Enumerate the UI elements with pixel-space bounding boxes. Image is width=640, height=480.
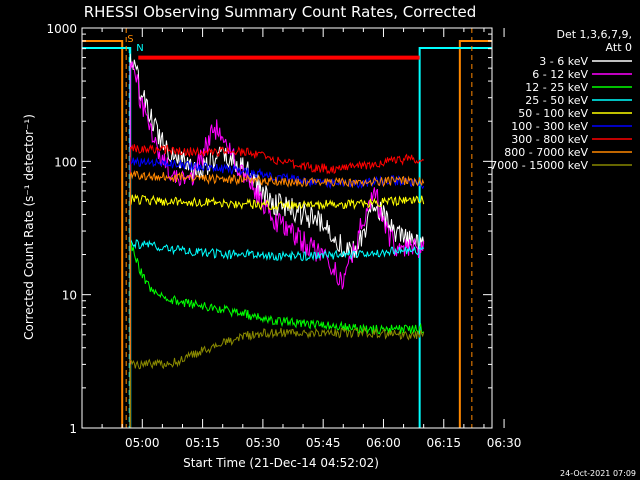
legend-label-2: 6 - 12 keV bbox=[532, 68, 588, 81]
series-line-5 bbox=[129, 193, 425, 211]
plot-frame bbox=[81, 27, 493, 429]
legend-label-1: 3 - 6 keV bbox=[539, 55, 588, 68]
legend-label-4: 25 - 50 keV bbox=[525, 94, 588, 107]
legend-label-5: 50 - 100 keV bbox=[518, 107, 588, 120]
legend-label-8: 800 - 7000 keV bbox=[504, 146, 588, 159]
footer-date: 24-Oct-2021 07:09 bbox=[560, 469, 636, 478]
y-tick-label: 1 bbox=[69, 422, 77, 436]
x-tick-label: 06:15 bbox=[426, 436, 461, 450]
n-marker-label: N bbox=[136, 43, 143, 54]
y-tick-label: 1000 bbox=[46, 22, 77, 36]
x-tick-label: 06:30 bbox=[487, 436, 522, 450]
x-tick-label: 06:00 bbox=[366, 436, 401, 450]
legend-title-line-2: Att 0 bbox=[606, 41, 632, 54]
chart-title: RHESSI Observing Summary Count Rates, Co… bbox=[84, 3, 477, 21]
series-line-7 bbox=[129, 143, 425, 175]
x-tick-label: 05:30 bbox=[246, 436, 281, 450]
y-axis-label: Corrected Count Rate (s⁻¹ detector⁻¹) bbox=[22, 114, 36, 340]
legend-label-9: 7000 - 15000 keV bbox=[490, 159, 588, 172]
y-tick-label: 10 bbox=[62, 289, 77, 303]
saa-flag-line bbox=[82, 47, 492, 428]
y-tick-label: 100 bbox=[54, 155, 77, 169]
x-tick-label: 05:15 bbox=[185, 436, 220, 450]
series-line-2 bbox=[129, 61, 425, 290]
legend-label-7: 300 - 800 keV bbox=[511, 133, 588, 146]
legend-label-6: 100 - 300 keV bbox=[511, 120, 588, 133]
series-line-9 bbox=[130, 326, 425, 370]
legend-title-line-1: Det 1,3,6,7,9, bbox=[556, 28, 632, 41]
series-line-8 bbox=[129, 170, 425, 189]
series-line-6 bbox=[129, 156, 425, 190]
s-marker-label: S bbox=[127, 34, 133, 45]
x-tick-label: 05:00 bbox=[125, 436, 160, 450]
x-tick-label: 05:45 bbox=[306, 436, 341, 450]
night-flag-line bbox=[82, 40, 492, 428]
plot-area: SN bbox=[82, 28, 492, 428]
legend-label-3: 12 - 25 keV bbox=[525, 81, 588, 94]
series-line-4 bbox=[129, 239, 425, 262]
axes: 1 10 100 1000 05:00 05:15 05:30 05:45 06:00 06:15… bbox=[46, 22, 521, 450]
x-axis-label: Start Time (21-Dec-14 04:52:02) bbox=[183, 456, 379, 470]
